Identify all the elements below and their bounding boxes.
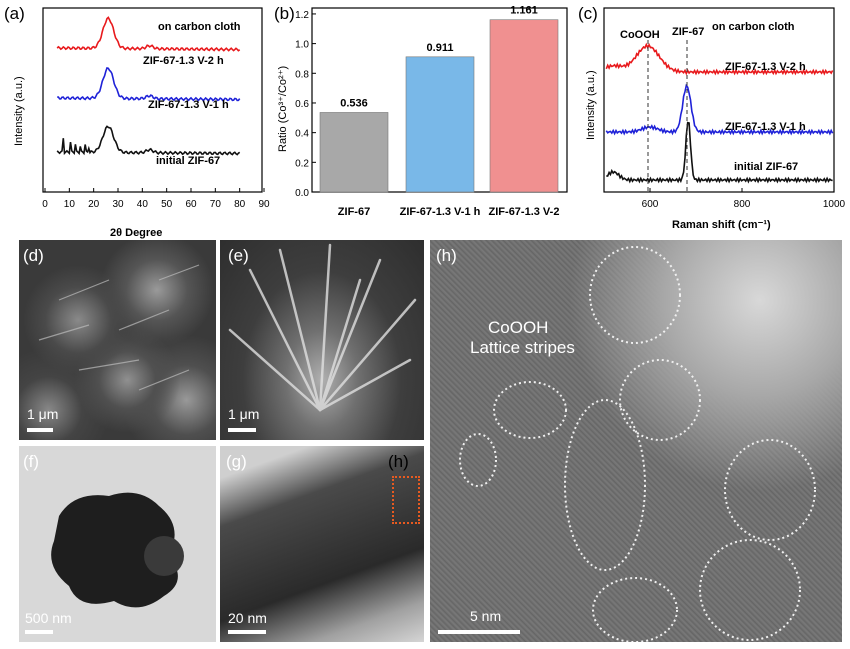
panel-d-sem-image: (d) 1 μm [19,240,216,440]
panel-g-scalebar [228,630,266,634]
xrd-ylabel: Intensity (a.u.) [13,76,25,146]
lattice-region-2 [493,381,567,439]
xrd-chart: 0 10 20 30 40 50 60 70 80 90 on carbon cloth ZIF-… [13,7,270,239]
bar-value-label: 1.161 [510,5,538,17]
panel-e-sem-image: (e) 1 μm [220,240,424,440]
lattice-region-7 [699,539,801,641]
bar-category-label: ZIF-67-1.3 V-1 h [400,206,481,218]
panel-c-label: (c) [578,4,598,23]
bar-value-label: 0.911 [427,42,454,54]
lattice-region-6 [724,439,816,541]
tem-particle [51,492,184,608]
lattice-region-3 [459,433,497,487]
panel-f-tem-image: (f) 500 nm [19,446,216,642]
raman-chart: 600 800 1000 CoOOH ZIF-67 on carbon cloth … [585,7,846,231]
lattice-region-1 [589,246,681,344]
xrd-xtick-label: 80 [234,199,246,210]
lattice-region-8 [592,577,678,642]
bar-ytick-label: 1.2 [295,10,309,21]
lattice-annotation-line2: Lattice stripes [470,338,575,357]
xrd-xtick-label: 20 [88,199,100,210]
xrd-plot-frame [42,7,263,193]
bar-ylabel: Ratio (Co³⁺/Co²⁺) [277,66,289,152]
xrd-curve-2 [57,67,241,102]
panel-e-label: (e) [228,246,249,265]
xrd-curve-3 [56,125,241,156]
bar-category-label: ZIF-67-1.3 V-2 [489,206,560,218]
xrd-title: on carbon cloth [158,21,241,33]
lattice-region-4 [619,359,701,441]
zoom-region-box [392,476,420,524]
panel-d-scale-text: 1 μm [27,406,59,422]
sem-texture [38,264,200,391]
raman-ylabel: Intensity (a.u.) [585,70,597,140]
raman-series-label-3: initial ZIF-67 [734,161,798,173]
xrd-xtick-label: 70 [210,199,222,210]
panel-f-scalebar [25,630,53,634]
bar-value-label: 0.536 [340,97,368,109]
panel-b-label: (b) [274,4,295,23]
xrd-xtick-label: 10 [64,199,76,210]
panel-g-scale-text: 20 nm [228,610,267,626]
panel-g-label: (g) [226,452,247,471]
bar-ytick-label: 0.6 [295,99,309,110]
raman-peak-label-coooh: CoOOH [620,29,660,41]
raman-xtick-label: 600 [642,199,659,210]
panel-h-scale-text: 5 nm [470,608,502,624]
xrd-curve-1 [56,16,241,52]
raman-xtick-label: 800 [734,199,751,210]
raman-curve-2 [605,83,834,136]
panel-h-scalebar [438,630,520,634]
bar-2 [405,56,475,193]
raman-curve-3 [606,121,833,184]
xrd-xtick-label: 90 [258,199,270,210]
raman-peak-label-zif67: ZIF-67 [672,26,704,38]
raman-xlabel: Raman shift (cm⁻¹) [672,219,771,231]
xrd-xtick-label: 30 [112,199,124,210]
panel-b-ratio: 0.0 0.2 0.4 0.6 0.8 1.0 1.2 0.536 ZIF-67 0.911 ZI… [272,0,572,240]
bar-ytick-label: 0.0 [295,188,309,199]
raman-title: on carbon cloth [712,21,795,33]
raman-series-label-2: ZIF-67-1.3 V-1 h [725,121,806,133]
raman-curve-1 [605,42,834,76]
bar-ytick-label: 0.4 [295,129,309,140]
xrd-series-label-1: ZIF-67-1.3 V-2 h [143,55,224,67]
xrd-xtick-label: 50 [161,199,173,210]
lattice-region-5 [564,399,646,571]
panel-f-scale-text: 500 nm [25,610,72,626]
panel-g-inset-label: (h) [388,452,409,471]
raman-xtick-label: 1000 [823,199,846,210]
nanoneedle-texture [228,243,417,412]
panel-d-label: (d) [23,246,44,265]
bar-category-label: ZIF-67 [338,206,370,218]
xrd-xlabel: 2θ Degree [110,227,162,239]
xrd-xtick-label: 60 [185,199,197,210]
xrd-xtick-label: 40 [137,199,149,210]
panel-g-tem-image: (g) (h) 20 nm [220,446,424,642]
raman-series-label-1: ZIF-67-1.3 V-2 h [725,61,806,73]
panel-e-scalebar [228,428,256,432]
panel-h-hrtem-image: (h) CoOOH Lattice stripes 5 nm [430,240,842,642]
bar-3 [489,19,559,193]
bar-1 [319,112,389,193]
panel-a-label: (a) [4,4,25,23]
lattice-annotation-line1: CoOOH [488,318,549,337]
raman-plot-frame [603,7,835,193]
bar-ytick-label: 0.2 [295,158,309,169]
ratio-bar-chart: 0.0 0.2 0.4 0.6 0.8 1.0 1.2 0.536 ZIF-67 0.911 ZI… [277,5,568,218]
panel-a-xrd: 0 10 20 30 40 50 60 70 80 90 on carbon cloth ZIF-… [0,0,272,240]
panel-e-scale-text: 1 μm [228,406,260,422]
panel-f-label: (f) [23,452,40,471]
lattice-regions [459,246,816,642]
xrd-series-label-3: initial ZIF-67 [156,155,220,167]
bar-ytick-label: 0.8 [295,69,309,80]
panel-c-raman: 600 800 1000 CoOOH ZIF-67 on carbon cloth … [572,0,850,240]
panel-d-scalebar [27,428,53,432]
panel-h-label: (h) [436,246,457,265]
xrd-xtick-label: 0 [42,199,48,210]
xrd-series-label-2: ZIF-67-1.3 V-1 h [148,99,229,111]
bar-ytick-label: 1.0 [295,40,309,51]
